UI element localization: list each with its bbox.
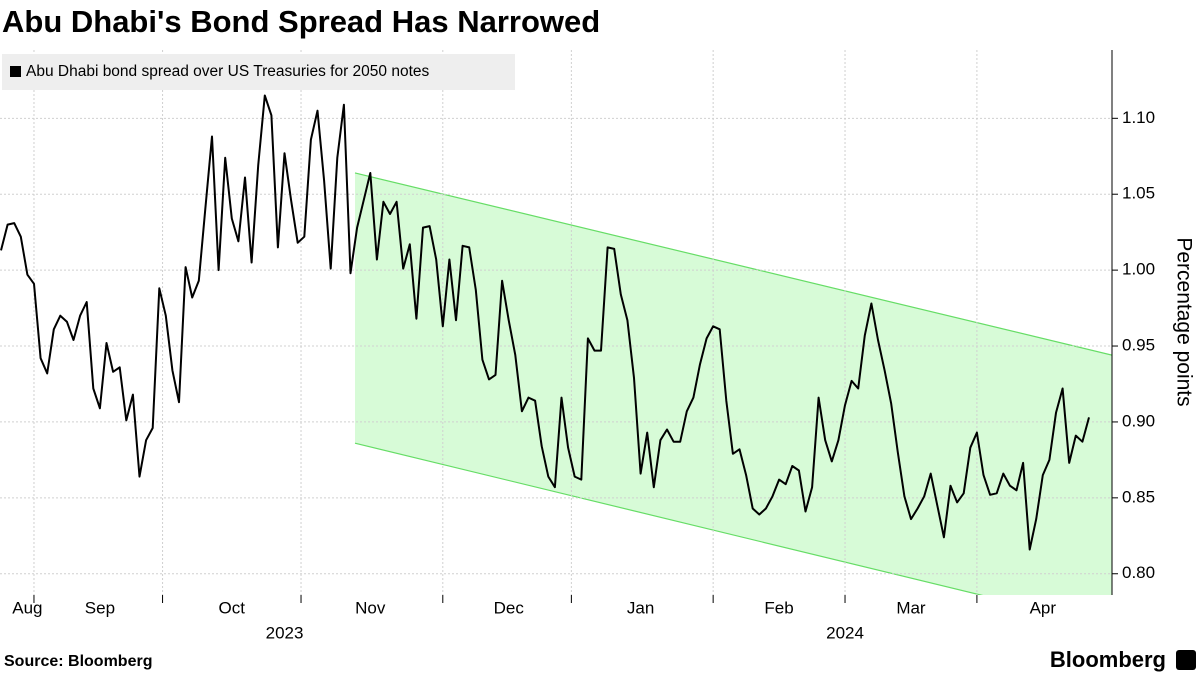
legend-label: Abu Dhabi bond spread over US Treasuries…: [26, 63, 429, 80]
channel-upper: [354, 172, 1112, 356]
x-tick-label: Feb: [764, 598, 793, 617]
x-tick-label: Dec: [494, 598, 525, 617]
x-tick-label: Nov: [355, 598, 386, 617]
data-line: [0, 94, 1090, 551]
y-tick-label: 0.85: [1122, 487, 1155, 506]
channel-band: [355, 172, 1112, 595]
y-axis-label: Percentage points: [1172, 237, 1195, 406]
legend-swatch: [10, 66, 21, 77]
x-tick-label: Apr: [1030, 598, 1057, 617]
channel-group: [354, 172, 1112, 595]
source: Source: Bloomberg: [4, 653, 152, 670]
chart-title: Abu Dhabi's Bond Spread Has Narrowed: [2, 4, 600, 39]
x-year-label: 2024: [826, 623, 864, 642]
y-tick-label: 1.00: [1122, 260, 1155, 279]
brand: Bloomberg: [1050, 647, 1166, 672]
y-tick-label: 0.95: [1122, 336, 1155, 355]
y-tick-label: 0.80: [1122, 563, 1155, 582]
y-tick-label: 0.90: [1122, 411, 1155, 430]
x-tick-label: Sep: [85, 598, 115, 617]
legend-box: [2, 54, 515, 90]
y-tick-label: 1.10: [1122, 108, 1155, 127]
x-tick-label: Oct: [219, 598, 246, 617]
x-tick-label: Jan: [627, 598, 654, 617]
y-tick-label: 1.05: [1122, 184, 1155, 203]
x-year-label: 2023: [266, 623, 304, 642]
channel-lower: [354, 442, 984, 595]
x-tick-label: Aug: [12, 598, 42, 617]
brand-icon: [1176, 650, 1196, 670]
x-tick-label: Mar: [896, 598, 926, 617]
